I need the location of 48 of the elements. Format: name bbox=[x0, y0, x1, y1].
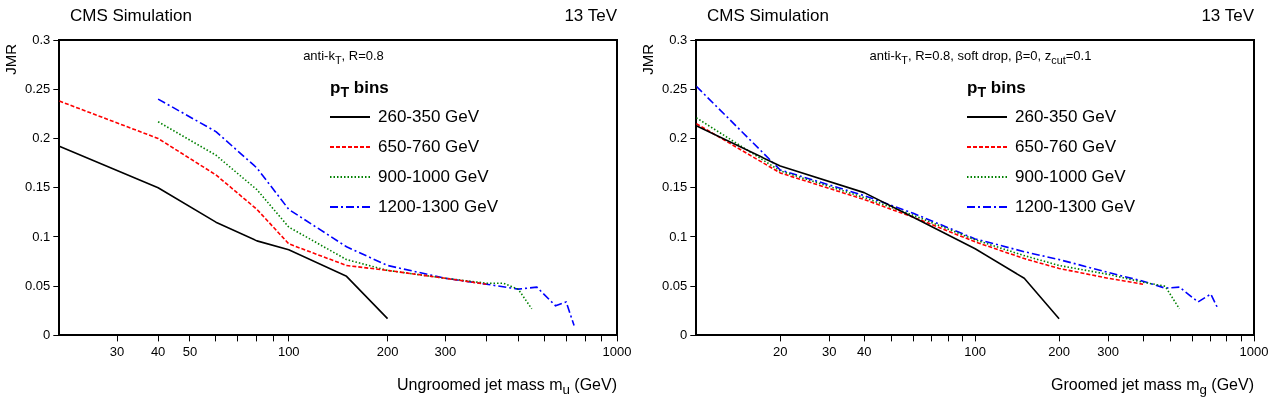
y-tick-label: 0.15 bbox=[661, 179, 688, 195]
x-tick-label: 40 bbox=[856, 343, 872, 359]
x-tick-label: 100 bbox=[964, 343, 986, 359]
x-tick-label: 300 bbox=[1097, 343, 1120, 359]
legend-label: 1200-1300 GeV bbox=[1015, 197, 1136, 218]
y-axis-title: JMR bbox=[639, 44, 656, 75]
x-tick-label: 300 bbox=[434, 343, 457, 359]
y-tick-label: 0.3 bbox=[32, 31, 51, 47]
legend-title: p$_{T}$ bins bbox=[967, 78, 1027, 101]
legend-label: 900-1000 GeV bbox=[378, 167, 489, 188]
x-tick-label: 20 bbox=[773, 343, 788, 359]
y-tick-label: 0.3 bbox=[669, 31, 688, 47]
x-tick-label: 1000 bbox=[1239, 343, 1269, 359]
y-tick-label: 0.2 bbox=[669, 130, 688, 146]
legend-label: 1200-1300 GeV bbox=[378, 197, 499, 218]
y-tick-label: 0.1 bbox=[669, 228, 688, 244]
chart-subtitle: 13 TeV bbox=[564, 6, 617, 26]
y-tick-label: 0.05 bbox=[661, 277, 688, 293]
y-tick-label: 0.25 bbox=[24, 80, 51, 96]
legend-label: 900-1000 GeV bbox=[1015, 167, 1126, 188]
chart-subtitle: 13 TeV bbox=[1201, 6, 1254, 26]
y-tick-label: 0.15 bbox=[24, 179, 51, 195]
y-tick-label: 0.05 bbox=[24, 277, 51, 293]
legend-label: 260-350 GeV bbox=[1015, 107, 1117, 128]
x-tick-label: 100 bbox=[277, 343, 300, 359]
x-axis-title: Ungroomed jet mass m$_{u}$ (GeV) bbox=[397, 375, 617, 397]
x-tick-label: 200 bbox=[1048, 343, 1070, 359]
y-tick-label: 0.25 bbox=[661, 80, 688, 96]
annotation: anti-k$_{T}$, R=0.8 bbox=[302, 48, 385, 66]
legend-label: 650-760 GeV bbox=[378, 137, 480, 158]
x-tick-label: 200 bbox=[376, 343, 399, 359]
x-axis-title: Groomed jet mass m$_{g}$ (GeV) bbox=[1050, 375, 1254, 397]
legend-label: 260-350 GeV bbox=[378, 107, 480, 128]
chart-title: CMS Simulation bbox=[707, 6, 829, 26]
x-tick-label: 30 bbox=[822, 343, 837, 359]
y-tick-label: 0.1 bbox=[32, 228, 51, 244]
x-tick-label: 50 bbox=[182, 343, 198, 359]
y-tick-label: 0 bbox=[43, 326, 51, 342]
x-tick-label: 40 bbox=[150, 343, 166, 359]
y-tick-label: 0 bbox=[680, 326, 688, 342]
chart-title: CMS Simulation bbox=[70, 6, 192, 26]
legend-title: p$_{T}$ bins bbox=[330, 78, 390, 101]
x-tick-label: 30 bbox=[109, 343, 125, 359]
legend-label: 650-760 GeV bbox=[1015, 137, 1117, 158]
y-axis-title: JMR bbox=[2, 44, 19, 75]
y-tick-label: 0.2 bbox=[32, 130, 51, 146]
x-tick-label: 1000 bbox=[602, 343, 632, 359]
annotation: anti-k$_{T}$, R=0.8, soft drop, β=0, z$_{cut}$=0.1 bbox=[868, 48, 1093, 66]
